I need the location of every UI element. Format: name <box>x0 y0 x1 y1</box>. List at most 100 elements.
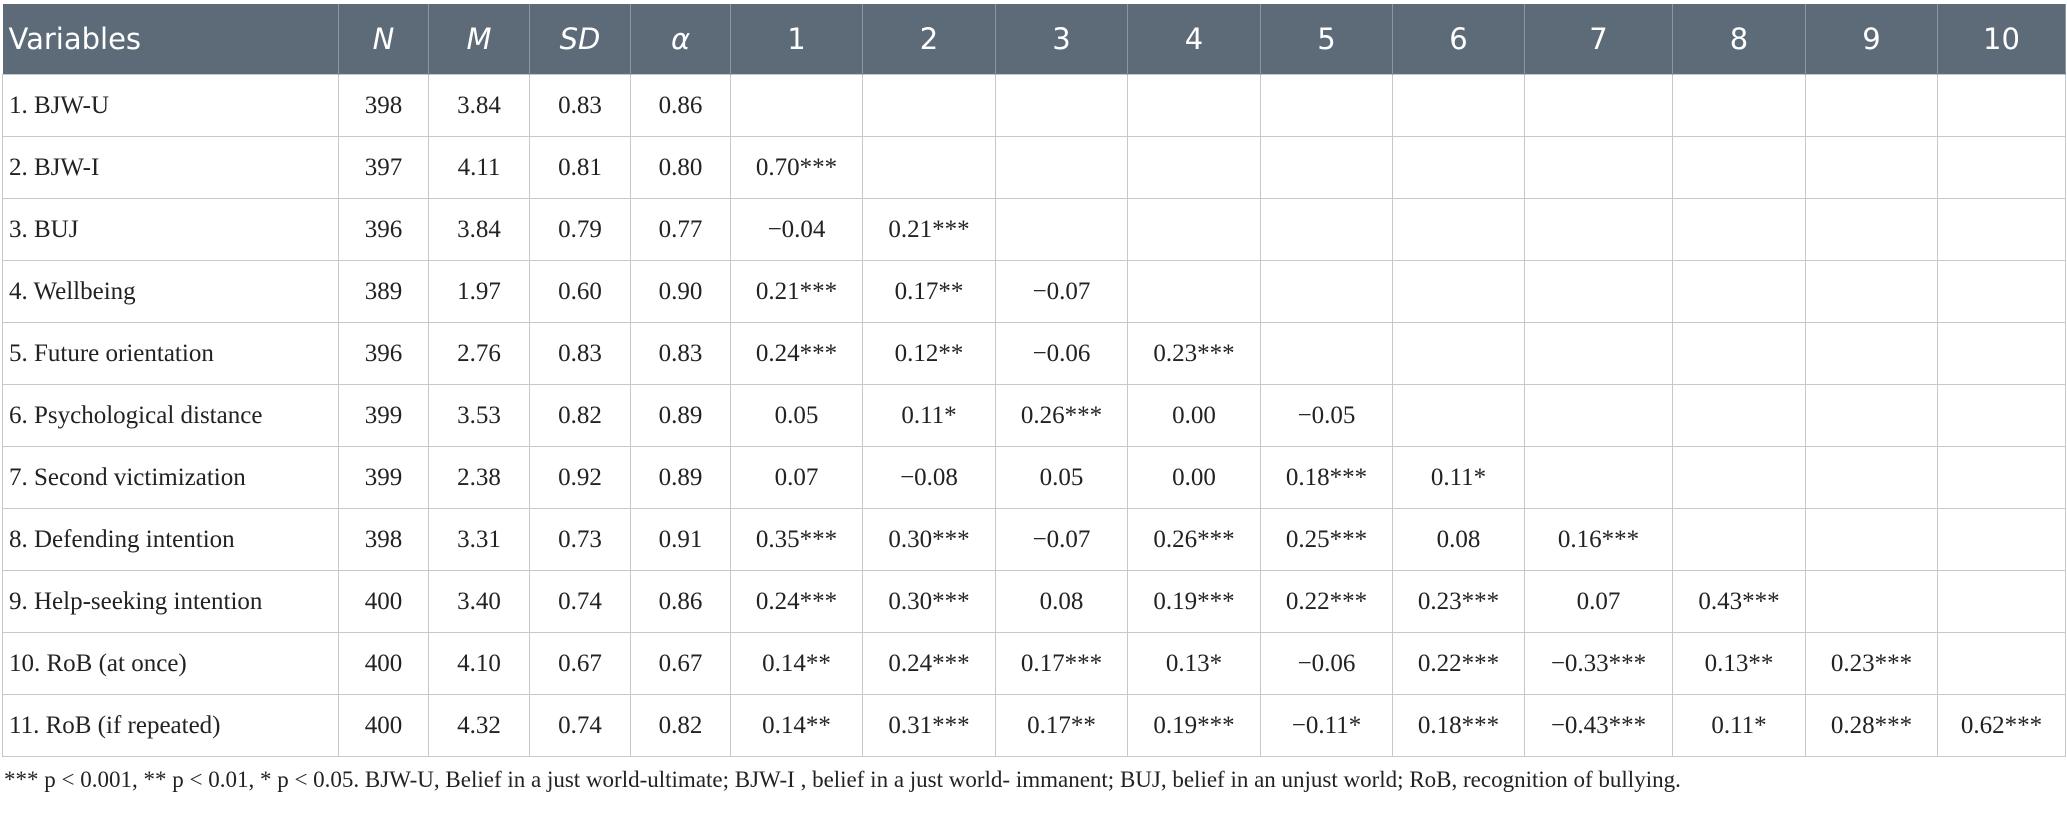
empty-cell <box>1127 136 1261 199</box>
table-cell: 0.19*** <box>1127 694 1261 757</box>
table-cell: 0.07 <box>1524 570 1673 633</box>
table-cell: 0.21*** <box>730 260 863 323</box>
header-cell: 10 <box>1937 4 2066 75</box>
table-cell: 0.77 <box>630 198 731 261</box>
table-cell: −0.05 <box>1260 384 1393 447</box>
table-cell: 0.05 <box>995 446 1128 509</box>
table-cell: 398 <box>338 508 429 571</box>
header-cell: α <box>630 4 731 75</box>
table-cell: 3.84 <box>428 198 530 261</box>
table-cell: 0.81 <box>529 136 631 199</box>
empty-cell <box>1937 74 2066 137</box>
table-cell: 0.86 <box>630 570 731 633</box>
empty-cell <box>995 198 1128 261</box>
empty-cell <box>1805 446 1938 509</box>
table-cell: 0.14** <box>730 694 863 757</box>
empty-cell <box>1672 446 1806 509</box>
table-cell: 0.30*** <box>862 508 996 571</box>
empty-cell <box>1127 260 1261 323</box>
empty-cell <box>1127 74 1261 137</box>
empty-cell <box>1392 198 1525 261</box>
correlation-table: Variables N M SD α 1 2 3 4 5 6 7 8 9 10 1. BJW-U 398 3.8… <box>2 4 2066 757</box>
empty-cell <box>1937 322 2066 385</box>
empty-cell <box>995 74 1128 137</box>
empty-cell <box>1672 74 1806 137</box>
table-cell: 0.07 <box>730 446 863 509</box>
table-cell: 2.38 <box>428 446 530 509</box>
table-cell: 0.90 <box>630 260 731 323</box>
table-cell: 3.84 <box>428 74 530 137</box>
empty-cell <box>1260 322 1393 385</box>
empty-cell <box>1392 384 1525 447</box>
table-cell: 0.23*** <box>1805 632 1938 695</box>
table-cell: 0.30*** <box>862 570 996 633</box>
table-body: 1. BJW-U 398 3.84 0.83 0.86 2. BJW-I 397 4.11 0.… <box>2 74 2066 757</box>
empty-cell <box>1805 508 1938 571</box>
table-row: 10. RoB (at once) 400 4.10 0.67 0.67 0.14** 0.… <box>2 632 2066 695</box>
table-cell: 0.26*** <box>995 384 1128 447</box>
table-cell: −0.07 <box>995 260 1128 323</box>
empty-cell <box>1805 384 1938 447</box>
table-cell: 0.79 <box>529 198 631 261</box>
empty-cell <box>1937 384 2066 447</box>
empty-cell <box>1805 198 1938 261</box>
empty-cell <box>1937 136 2066 199</box>
table-cell: 400 <box>338 632 429 695</box>
table-cell: −0.08 <box>862 446 996 509</box>
table-cell: 0.17** <box>862 260 996 323</box>
table-cell: 0.89 <box>630 446 731 509</box>
empty-cell <box>1672 260 1806 323</box>
header-cell: 2 <box>862 4 996 75</box>
table-cell: 0.08 <box>995 570 1128 633</box>
empty-cell <box>1524 74 1673 137</box>
empty-cell <box>1937 632 2066 695</box>
table-cell: −0.43*** <box>1524 694 1673 757</box>
table-cell: 0.70*** <box>730 136 863 199</box>
table-cell: 0.83 <box>529 322 631 385</box>
empty-cell <box>1524 198 1673 261</box>
table-cell: 0.11* <box>1672 694 1806 757</box>
table-cell: 0.60 <box>529 260 631 323</box>
table-cell: 0.28*** <box>1805 694 1938 757</box>
table-cell: 400 <box>338 694 429 757</box>
table-cell: 0.23*** <box>1127 322 1261 385</box>
table-cell: 0.74 <box>529 570 631 633</box>
table-cell: 3. BUJ <box>2 198 339 261</box>
empty-cell <box>1127 198 1261 261</box>
table-cell: 0.00 <box>1127 384 1261 447</box>
table-cell: 0.17** <box>995 694 1128 757</box>
table-cell: −0.11* <box>1260 694 1393 757</box>
table-cell: 2. BJW-I <box>2 136 339 199</box>
table-cell: 397 <box>338 136 429 199</box>
table-cell: 5. Future orientation <box>2 322 339 385</box>
table-cell: 0.31*** <box>862 694 996 757</box>
table-row: 5. Future orientation 396 2.76 0.83 0.83 0.24… <box>2 322 2066 385</box>
table-cell: 0.86 <box>630 74 731 137</box>
table-cell: 398 <box>338 74 429 137</box>
table-cell: 0.92 <box>529 446 631 509</box>
table-cell: 1.97 <box>428 260 530 323</box>
footnote: *** p < 0.001, ** p < 0.01, * p < 0.05. … <box>4 767 1681 792</box>
empty-cell <box>1937 570 2066 633</box>
table-cell: 7. Second victimization <box>2 446 339 509</box>
table-row: 4. Wellbeing 389 1.97 0.60 0.90 0.21*** 0.17**… <box>2 260 2066 323</box>
table-cell: 0.89 <box>630 384 731 447</box>
header-cell: Variables <box>2 4 339 75</box>
table-cell: 399 <box>338 446 429 509</box>
table-cell: 0.26*** <box>1127 508 1261 571</box>
page: Variables N M SD α 1 2 3 4 5 6 7 8 9 10 1. BJW-U 398 3.8… <box>0 4 2067 813</box>
table-cell: 0.74 <box>529 694 631 757</box>
table-cell: 389 <box>338 260 429 323</box>
table-cell: −0.04 <box>730 198 863 261</box>
table-cell: 4. Wellbeing <box>2 260 339 323</box>
empty-cell <box>1524 136 1673 199</box>
table-cell: 0.83 <box>529 74 631 137</box>
table-cell: 0.82 <box>630 694 731 757</box>
empty-cell <box>1672 384 1806 447</box>
table-cell: 0.62*** <box>1937 694 2066 757</box>
table-row: 6. Psychological distance 399 3.53 0.82 0.89… <box>2 384 2066 447</box>
empty-cell <box>730 74 863 137</box>
table-row: 3. BUJ 396 3.84 0.79 0.77 −0.04 0.21*** <box>2 198 2066 261</box>
table-cell: 0.13** <box>1672 632 1806 695</box>
empty-cell <box>1524 260 1673 323</box>
